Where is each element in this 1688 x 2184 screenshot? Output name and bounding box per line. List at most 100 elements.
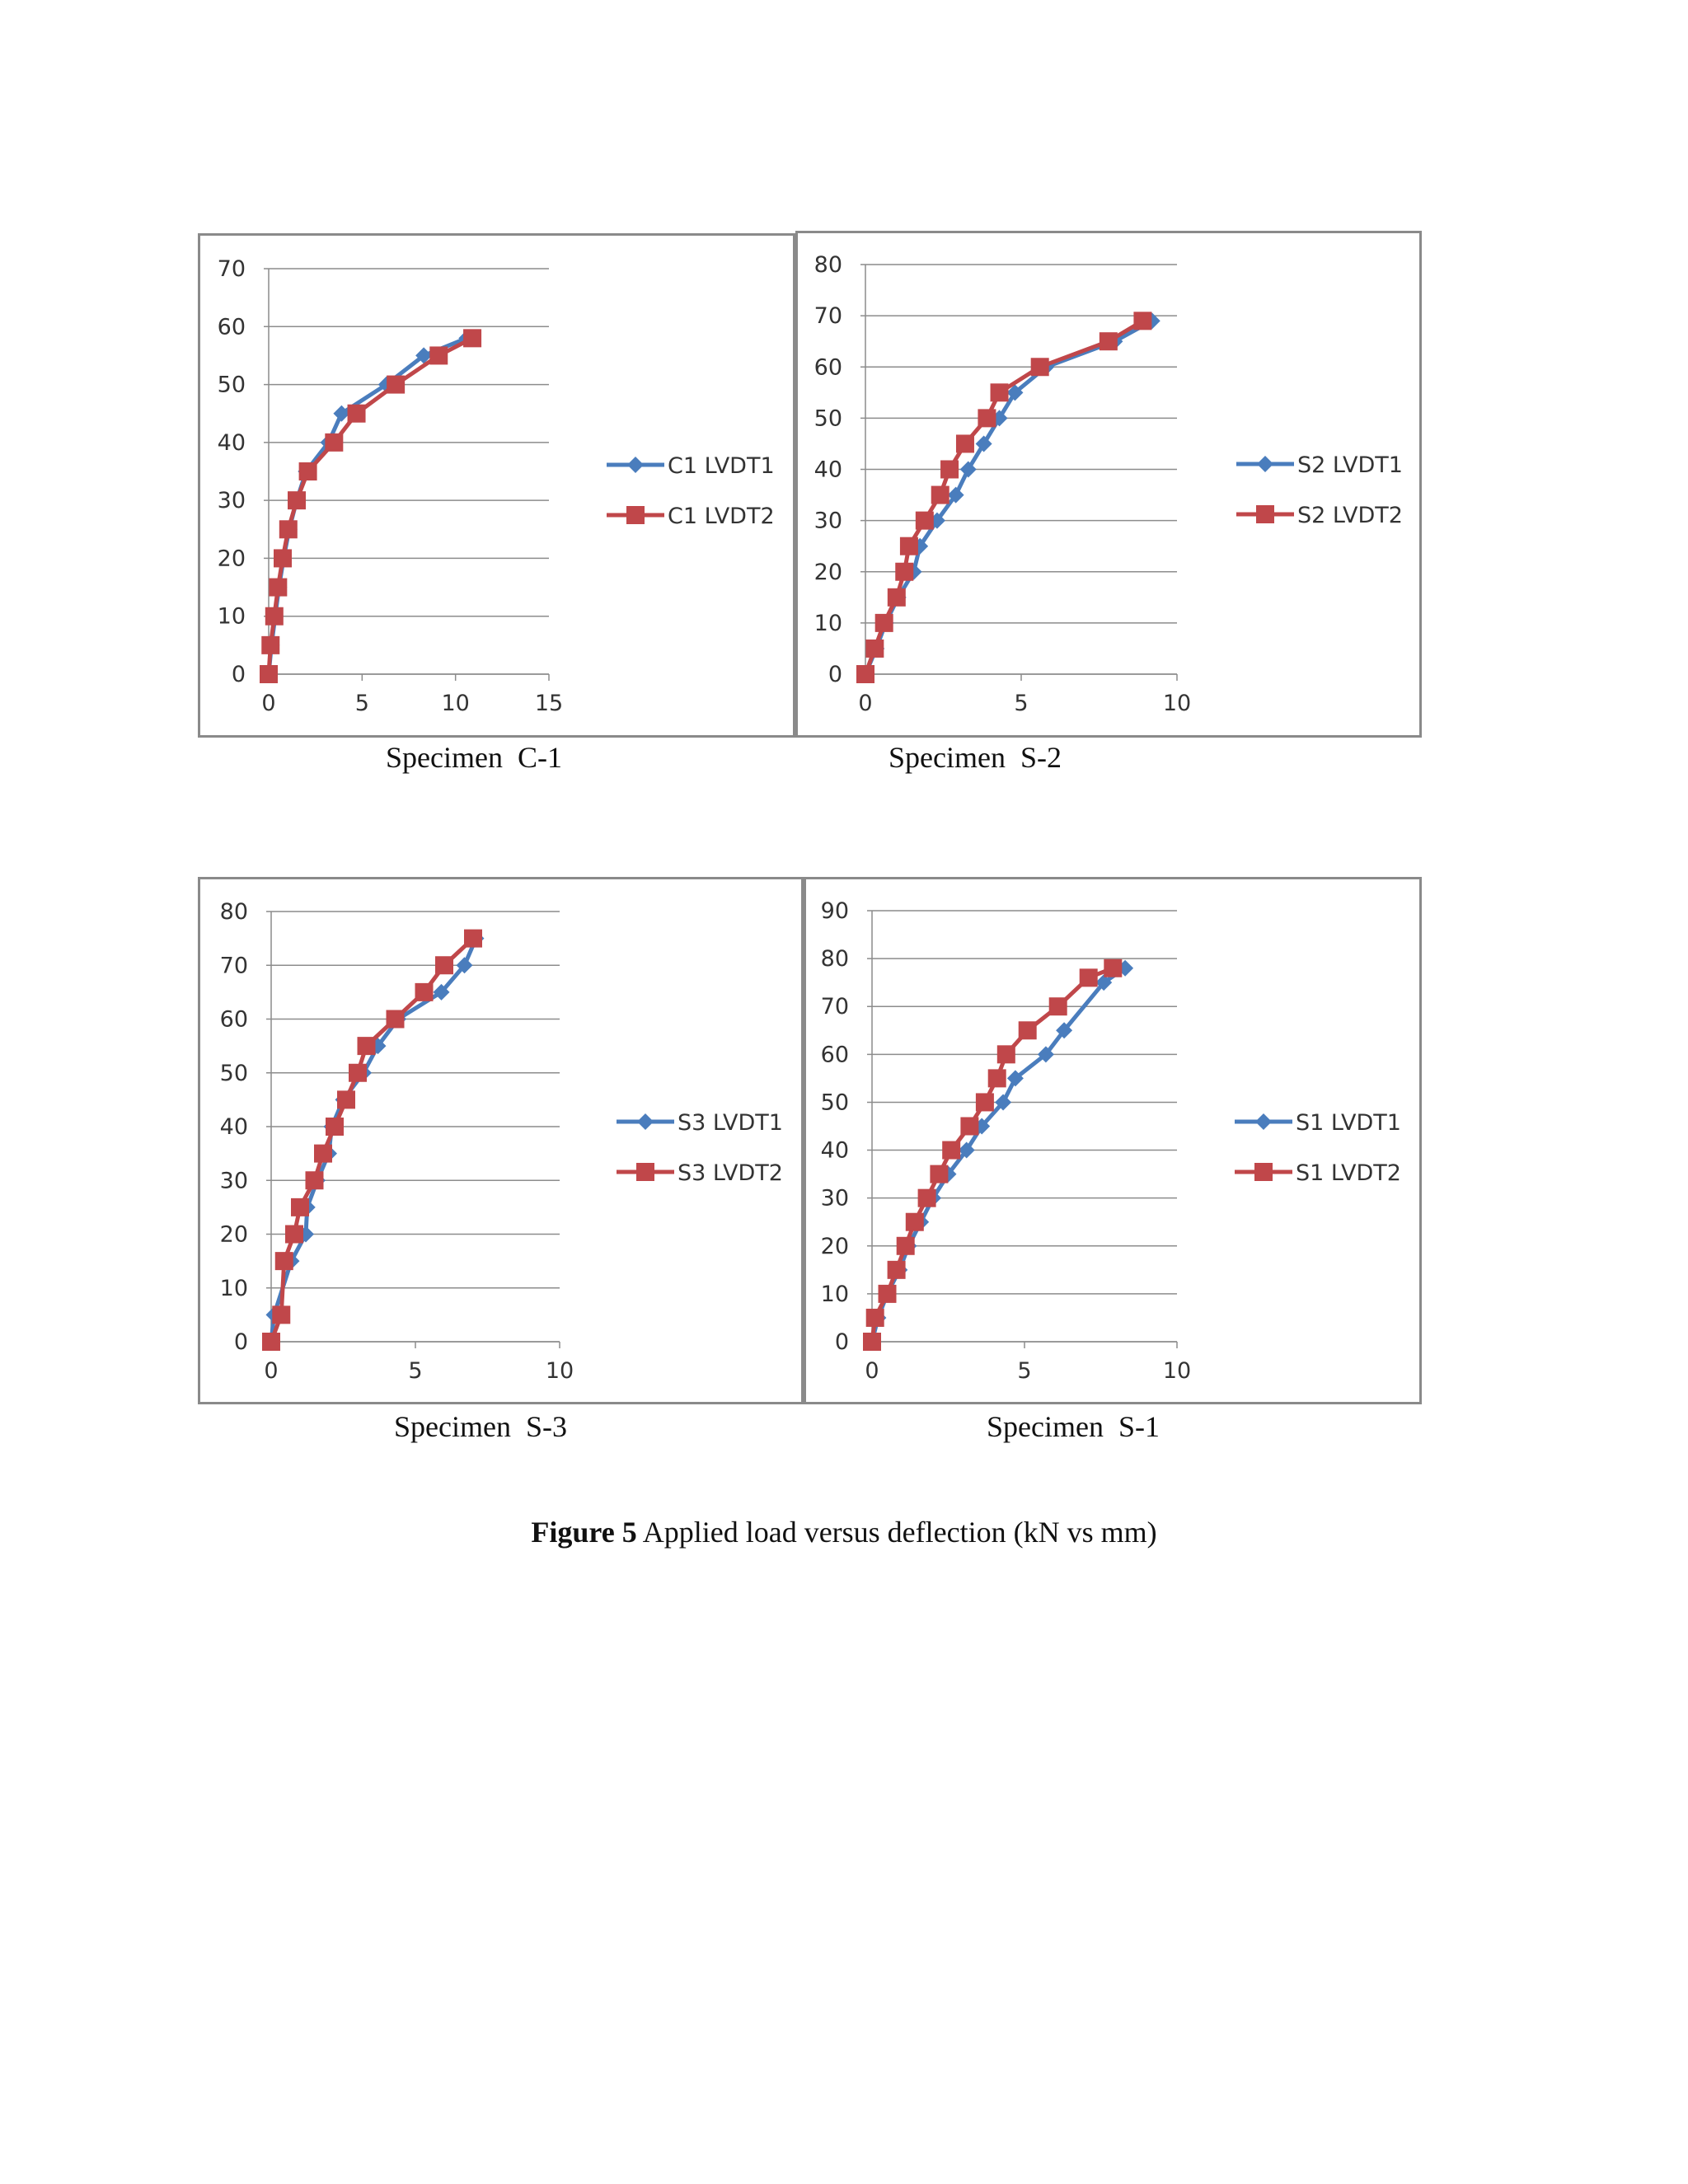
data-point [349,1063,367,1082]
caption-s2: Specimen S-2 [889,741,1062,774]
y-tick-label: 30 [814,509,842,534]
series-line-1 [863,319,1144,675]
data-point [415,347,433,364]
data-point [940,460,959,479]
legend-marker [637,1113,654,1130]
data-point [896,1236,915,1255]
y-tick-label: 50 [821,1090,849,1115]
data-point [288,491,306,510]
data-point [279,520,298,539]
data-point [326,1118,344,1136]
legend-marker [627,457,644,473]
y-tick-label: 50 [220,1061,248,1086]
data-point [1048,997,1067,1016]
y-tick-label: 70 [814,303,842,329]
data-point [1133,312,1152,330]
legend-label: S3 LVDT1 [678,1110,783,1136]
y-tick-label: 60 [220,1007,248,1033]
data-point [915,511,934,530]
data-point [895,562,914,581]
data-point [305,1171,324,1190]
y-tick-label: 10 [218,604,246,630]
data-point [863,1333,881,1351]
y-tick-label: 10 [220,1276,248,1301]
data-point [975,1093,994,1112]
data-point [955,434,974,453]
data-point [1079,968,1098,987]
legend-label: S2 LVDT2 [1297,503,1403,528]
data-point [990,383,1009,402]
legend-marker [1257,456,1273,472]
data-point [1056,1022,1073,1039]
x-tick-label: 10 [546,1358,574,1384]
legend-label: S2 LVDT1 [1297,452,1403,478]
x-tick-label: 0 [858,691,872,716]
y-tick-label: 0 [828,662,842,687]
caption-c1: Specimen C-1 [386,741,562,774]
y-tick-label: 80 [814,252,842,278]
data-point [357,1037,376,1056]
data-point [887,588,906,607]
series-line-0 [863,319,1153,675]
data-point [958,1141,975,1159]
data-point [996,1045,1015,1064]
data-point [1099,332,1118,351]
y-tick-label: 90 [821,898,849,924]
data-point [1006,384,1024,401]
data-point [337,1090,355,1109]
data-point [959,461,977,478]
legend-marker [1256,505,1274,523]
data-point [274,1252,293,1271]
data-point [429,346,448,365]
data-point [285,1225,303,1244]
legend-label: S3 LVDT2 [678,1160,783,1186]
x-tick-label: 0 [261,691,275,716]
legend-label: S1 LVDT2 [1296,1160,1401,1186]
data-point [347,404,366,423]
chart-panel-s1: 0 10 20 30 40 50 60 70 80 90 0 5 10 S1 LVDT1 S1 LVDT2 [804,877,1422,1404]
series-line-1 [870,966,1114,1343]
y-tick-label: 40 [220,1114,248,1140]
data-point [274,549,292,568]
x-tick-label: 0 [865,1358,879,1384]
y-tick-label: 30 [218,488,246,513]
x-tick-label: 15 [535,691,563,716]
chart-s3-svg: 0 10 20 30 40 50 60 70 80 0 5 10 S3 LVDT1 S3 LVDT2 [220,899,783,1384]
series-line-0 [269,937,478,1343]
data-point [387,375,406,394]
data-point [899,537,918,555]
legend-label: S1 LVDT1 [1296,1110,1401,1136]
legend-label: C1 LVDT2 [668,504,775,529]
x-tick-label: 5 [355,691,369,716]
data-point [463,329,482,348]
y-tick-label: 40 [814,457,842,483]
data-point [928,512,945,529]
y-tick-label: 60 [814,354,842,380]
chart-s1-svg: 0 10 20 30 40 50 60 70 80 90 0 5 10 S1 LVDT1 S1 LVDT2 [821,898,1401,1384]
data-point [973,1118,991,1135]
data-point [325,433,344,452]
y-tick-label: 60 [218,314,246,340]
data-point [917,1188,936,1207]
chart-panel-s3: 0 10 20 30 40 50 60 70 80 0 5 10 S3 LVDT1 S3 LVDT2 [198,877,804,1404]
legend-marker [626,506,645,524]
data-point [987,1069,1006,1088]
data-point [261,635,280,654]
legend-marker [1254,1163,1273,1181]
data-point [269,578,288,597]
figure-caption-text: Applied load versus deflection (kN vs mm… [636,1516,1157,1549]
data-point [931,485,950,504]
y-tick-label: 30 [821,1186,849,1212]
data-point [464,929,482,948]
data-point [265,607,284,626]
data-point [298,462,317,480]
data-point [978,409,996,428]
y-tick-label: 80 [821,946,849,972]
y-tick-label: 70 [218,256,246,282]
figure-label: Figure 5 [531,1516,637,1549]
caption-s3: Specimen S-3 [394,1410,567,1443]
data-point [930,1165,949,1183]
chart-panel-c1: 0 10 20 30 40 50 60 70 0 5 10 15 C1 LVDT1 C1 LVDT2 [198,233,795,738]
data-point [865,639,884,658]
chart-panel-s2: 0 10 20 30 40 50 60 70 80 0 5 10 S2 LVDT1 S2 LVDT2 [795,231,1422,738]
